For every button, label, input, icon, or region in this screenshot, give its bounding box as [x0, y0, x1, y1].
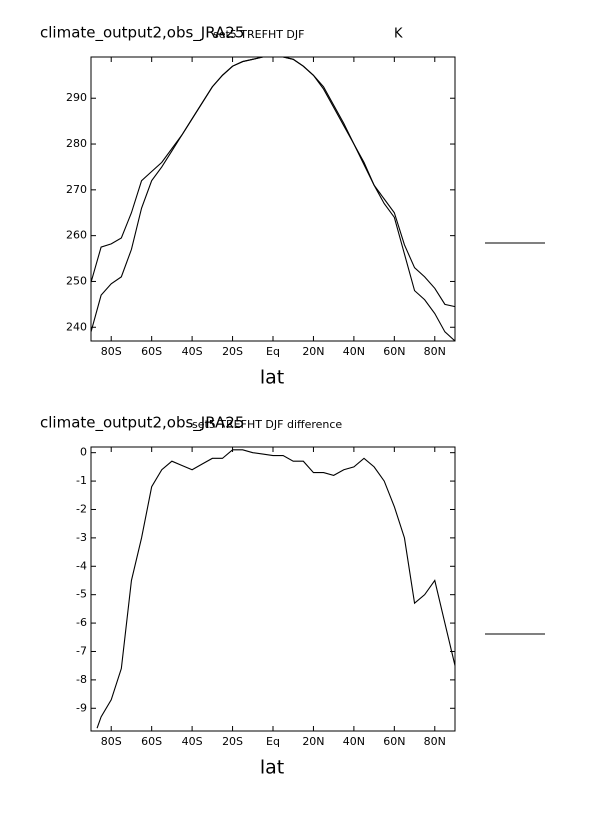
x-tick-label: 80S [101, 345, 122, 358]
x-tick-label: 80N [424, 345, 446, 358]
x-axis-label: lat [260, 757, 284, 779]
y-tick-label: -3 [76, 531, 87, 544]
x-tick-label: 80N [424, 735, 446, 748]
x-tick-label: Eq [266, 345, 280, 358]
x-tick-label: 60S [141, 345, 162, 358]
y-tick-label: -4 [76, 559, 87, 572]
x-tick-label: Eq [266, 735, 280, 748]
y-tick-label: 0 [80, 446, 87, 459]
y-tick-label: -7 [76, 644, 87, 657]
x-tick-label: 40N [343, 735, 365, 748]
x-tick-label: 60N [383, 735, 405, 748]
chart-title: climate_output2,obs_JRA25 [40, 414, 244, 433]
units-label: K [394, 27, 403, 42]
y-tick-label: -2 [76, 502, 87, 515]
y-tick-label: 290 [66, 91, 87, 104]
y-tick-label: -9 [76, 701, 87, 714]
x-tick-label: 40N [343, 345, 365, 358]
x-tick-label: 60S [141, 735, 162, 748]
x-tick-label: 80S [101, 735, 122, 748]
y-tick-label: -5 [76, 588, 87, 601]
x-tick-label: 40S [182, 345, 203, 358]
chart-title: climate_output2,obs_JRA25 [40, 24, 244, 43]
data-line [90, 56, 456, 342]
data-line [96, 449, 456, 729]
chart-subtitle: set5 TREFHT DJF [213, 28, 304, 41]
y-tick-label: -8 [76, 673, 87, 686]
y-tick-label: -1 [76, 474, 87, 487]
x-axis-label: lat [260, 367, 284, 389]
x-tick-label: 20S [222, 735, 243, 748]
x-tick-label: 20N [302, 735, 324, 748]
y-tick-label: 270 [66, 183, 87, 196]
y-tick-label: 240 [66, 320, 87, 333]
x-tick-label: 20N [302, 345, 324, 358]
y-tick-label: 260 [66, 229, 87, 242]
y-tick-label: -6 [76, 616, 87, 629]
y-tick-label: 250 [66, 274, 87, 287]
x-tick-label: 60N [383, 345, 405, 358]
x-tick-label: 40S [182, 735, 203, 748]
y-tick-label: 280 [66, 137, 87, 150]
x-tick-label: 20S [222, 345, 243, 358]
chart-subtitle: set5 TREFHT DJF difference [192, 418, 342, 431]
